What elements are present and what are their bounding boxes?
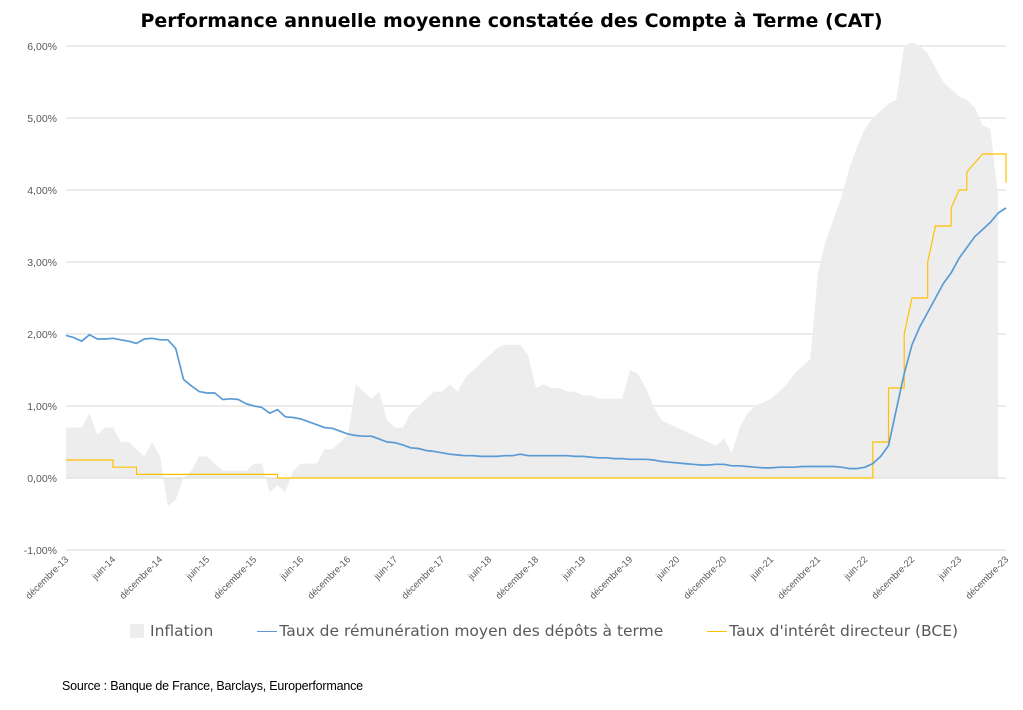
y-axis-tick-labels: -1,00% 0,00% 1,00% 2,00% 3,00% 4,00% 5,00% 6,00…	[24, 41, 57, 557]
y-tick-label: 6,00%	[27, 41, 57, 53]
x-tick-label: décembre-20	[682, 554, 729, 601]
x-tick-label: décembre-16	[306, 554, 353, 601]
x-tick-label: décembre-13	[24, 554, 71, 601]
x-tick-label: décembre-18	[494, 554, 541, 601]
legend-swatch-inflation	[130, 624, 144, 638]
legend-item-deposit-rate: Taux de rémunération moyen des dépôts à …	[257, 622, 663, 640]
inflation-area-layer	[66, 42, 1006, 507]
y-tick-label: 0,00%	[27, 473, 57, 485]
x-tick-label: juin-18	[465, 554, 494, 583]
x-tick-label: juin-20	[653, 554, 682, 583]
x-tick-label: décembre-21	[776, 554, 823, 601]
x-tick-label: décembre-15	[212, 554, 259, 601]
x-tick-label: décembre-14	[118, 554, 165, 601]
legend-label-deposit-rate: Taux de rémunération moyen des dépôts à …	[279, 622, 664, 640]
x-tick-label: juin-17	[371, 554, 400, 583]
x-tick-label: juin-16	[277, 554, 306, 583]
series-line-deposit-rate	[65, 207, 1007, 470]
y-tick-label: 3,00%	[27, 257, 57, 269]
legend-item-inflation: Inflation	[130, 622, 213, 640]
legend-item-ecb-rate: Taux d'intérêt directeur (BCE)	[707, 622, 958, 640]
y-tick-label: 5,00%	[27, 113, 57, 125]
x-tick-label: décembre-23	[964, 554, 1011, 601]
y-tick-label: 1,00%	[27, 401, 57, 413]
source-note: Source : Banque de France, Barclays, Eur…	[62, 679, 363, 693]
x-tick-label: décembre-22	[870, 554, 917, 601]
series-line-ecb-rate	[66, 153, 1007, 479]
chart-title: Performance annuelle moyenne constatée d…	[140, 10, 883, 32]
x-tick-label: décembre-19	[588, 554, 635, 601]
y-tick-label: 2,00%	[27, 329, 57, 341]
x-axis-tick-labels: décembre-13 juin-14 décembre-14 juin-15 déce…	[24, 554, 1011, 601]
legend-swatch-deposit-rate	[257, 630, 278, 632]
legend-label-inflation: Inflation	[150, 622, 214, 640]
x-tick-label: juin-23	[935, 554, 964, 583]
series-area-inflation	[66, 42, 999, 507]
legend-swatch-ecb-rate	[707, 630, 728, 632]
x-tick-label: juin-15	[183, 554, 212, 583]
y-tick-label: 4,00%	[27, 185, 57, 197]
legend-label-ecb-rate: Taux d'intérêt directeur (BCE)	[729, 622, 959, 640]
series-lines-layer	[65, 153, 1007, 479]
chart-legend: Inflation Taux de rémunération moyen des…	[130, 622, 958, 640]
x-tick-label: décembre-17	[400, 554, 447, 601]
x-tick-label: juin-19	[559, 554, 588, 583]
x-tick-label: juin-22	[841, 554, 870, 583]
y-tick-label: -1,00%	[24, 545, 57, 557]
x-tick-label: juin-14	[89, 554, 118, 583]
x-tick-label: juin-21	[747, 554, 776, 583]
